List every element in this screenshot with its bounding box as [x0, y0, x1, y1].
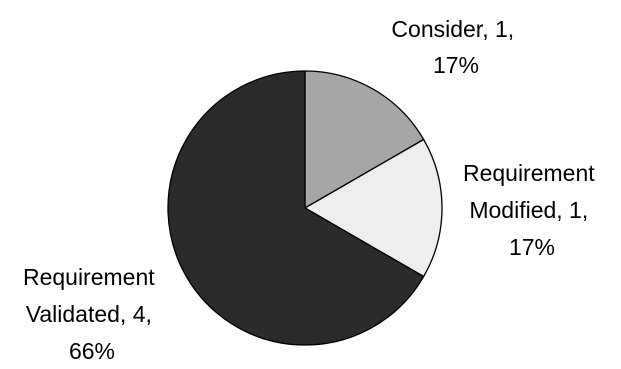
slice-label-requirement-validated-line-3: 66% [69, 338, 115, 364]
pie-slice-consider [304, 70, 425, 209]
slice-label-requirement-validated-line-1: Requirement [23, 264, 155, 290]
pie-slice-requirement-modified [304, 138, 443, 278]
slice-label-requirement-modified-line-2: Modified, 1, [469, 197, 588, 223]
slice-label-consider-line-2: 17% [433, 52, 479, 78]
pie-slices [167, 70, 443, 346]
pie-slice-requirement-validated [167, 70, 425, 346]
slice-label-requirement-modified: Requirement Modified, 1, 17% [463, 160, 601, 260]
slice-label-consider: Consider, 1, 17% [391, 16, 520, 78]
slice-label-consider-line-1: Consider, 1, [391, 16, 514, 42]
slice-label-requirement-modified-line-1: Requirement [463, 160, 595, 186]
slice-label-requirement-validated-line-2: Validated, 4, [26, 301, 152, 327]
slice-label-requirement-validated: Requirement Validated, 4, 66% [23, 264, 161, 364]
slice-label-requirement-modified-line-3: 17% [509, 234, 555, 260]
